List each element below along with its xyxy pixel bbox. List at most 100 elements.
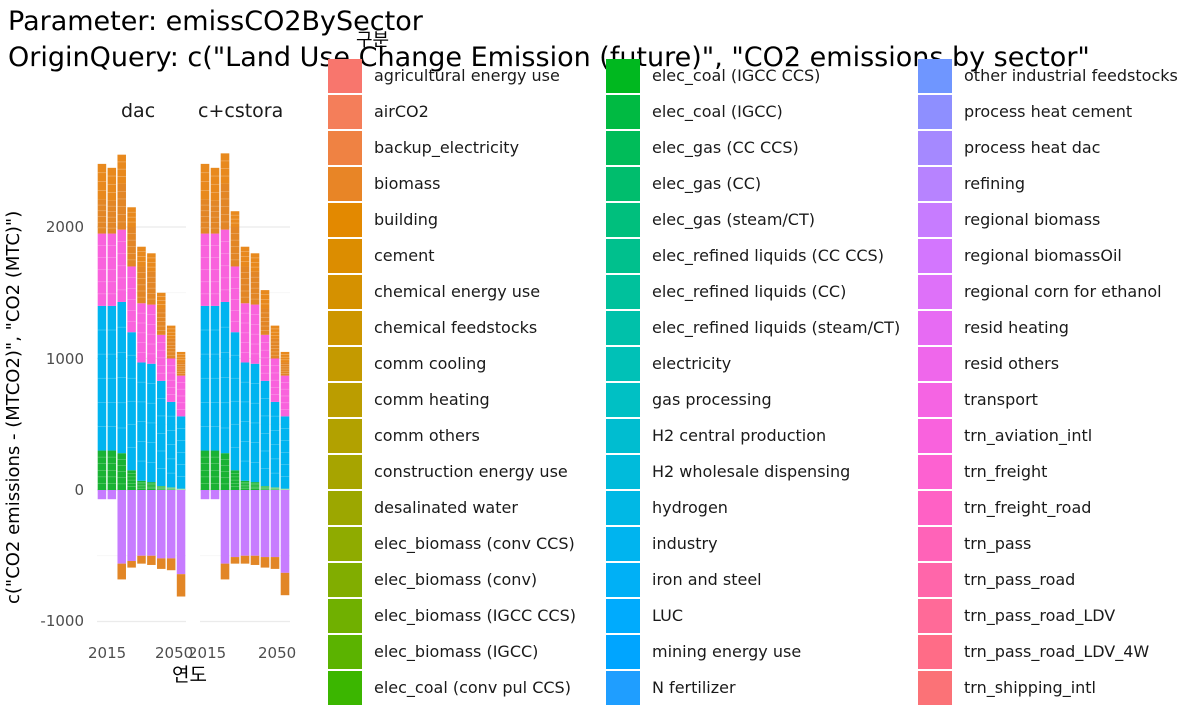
bar-segment-industry [127,332,136,471]
legend-label: trn_pass [964,534,1032,553]
legend-swatch [606,383,640,417]
legend-label: H2 wholesale dispensing [652,462,851,481]
bar-segment-neg-regional-biomass [166,490,176,559]
bar-segment-neg-biomass [147,555,156,565]
bar-segment-transport [210,233,220,306]
legend-label: desalinated water [374,498,518,517]
legend-label: agricultural energy use [374,66,560,85]
legend-swatch [918,59,952,93]
legend-label: elec_refined liquids (CC CCS) [652,246,884,265]
bar-segment-transport [260,334,270,381]
bar-segment-other-positive [147,253,156,272]
legend-swatch [918,563,952,597]
bar-segment-neg-regional-biomass [240,490,250,556]
bar-segment-industry [200,305,210,451]
bar-segment-neg-regional-biomass [137,490,146,556]
legend-title: 구분 [356,30,390,51]
legend-swatch [918,383,952,417]
bar-segment-other-positive [117,154,126,184]
bar-segment-transport [147,304,156,364]
bar-segment-other-positive [97,163,107,200]
plot-area [97,153,290,623]
legend-label: electricity [652,354,732,373]
bar-segment-other-positive [157,292,166,309]
bar-segment-biomass [147,271,156,305]
legend-label: process heat cement [964,102,1133,121]
legend-swatch [918,95,952,129]
bar-segment-transport [200,233,210,306]
bar-segment-elec_coal [220,453,230,490]
bar-segment-transport [137,303,146,363]
legend-swatch [918,347,952,381]
legend-label: regional corn for ethanol [964,282,1162,301]
bar-segment-transport [176,375,186,417]
bar-segment-neg-regional-biomass [176,490,186,575]
y-tick-label: 2000 [45,218,84,236]
legend-label: trn_freight [964,462,1048,481]
bar-segment-elec_coal [240,480,250,490]
bar-segment-industry [97,305,107,451]
bar-segment-neg-regional-biomass [97,490,107,500]
legend-swatch [606,203,640,237]
legend-label: elec_biomass (IGCC CCS) [374,606,576,625]
legend-swatch [328,563,362,597]
bar-segment-transport [97,233,107,306]
bar-segment-other-positive [176,351,186,363]
legend-label: elec_biomass (conv CCS) [374,534,575,553]
bar-segment-elec_coal [260,486,270,490]
bar-segment-neg-regional-biomass [200,490,210,500]
x-tick-label: 2050 [155,644,194,662]
bar-segment-transport [240,303,250,363]
bar-segment-industry [176,416,186,489]
bar-segment-neg-regional-biomass [220,490,230,564]
bar-segment-neg-biomass [230,557,240,564]
bar-segment-elec_coal [107,450,117,490]
bar-segment-neg-biomass [137,555,146,564]
bar-segment-neg-regional-biomass [250,490,260,556]
bar-segment-other-positive [200,163,210,200]
bar-segment-neg-regional-biomass [117,490,126,564]
bar-segment-industry [137,362,146,481]
bar-segment-neg-biomass [220,563,230,580]
bar-segment-biomass [280,362,290,376]
bar-segment-elec_coal [147,482,156,490]
legend-label: cement [374,246,435,265]
legend-swatch [606,311,640,345]
legend-swatch [918,491,952,525]
bar-segment-industry [117,301,126,454]
y-tick-label: 1000 [45,350,84,368]
bar-segment-neg-biomass [270,557,280,569]
legend-label: airCO2 [374,102,429,121]
bar-segment-biomass [220,183,230,230]
bar-segment-neg-regional-biomass [280,490,290,573]
bar-segment-other-positive [127,207,136,227]
legend-label: construction energy use [374,462,568,481]
legend-label: elec_refined liquids (CC) [652,282,847,301]
bar-segment-other-positive [230,211,240,227]
bar-segment-transport [157,334,166,381]
legend-swatch [918,203,952,237]
legend-swatch [328,311,362,345]
facet-label-dac: dac [121,100,156,122]
bar-segment-neg-regional-biomass [230,490,240,558]
bar-segment-biomass [117,183,126,230]
legend-label: refining [964,174,1026,193]
bar-segment-other-positive [240,246,250,267]
legend-label: elec_refined liquids (steam/CT) [652,318,901,337]
bar-segment-neg-regional-biomass [270,490,280,558]
legend-label: process heat dac [964,138,1101,157]
bar-segment-biomass [166,338,176,359]
legend-swatch [328,383,362,417]
legend-swatch [918,455,952,489]
legend-label: chemical feedstocks [374,318,538,337]
bar-segment-neg-regional-biomass [157,490,166,559]
bar-segment-elec_coal [127,470,136,490]
x-axis-label: 연도 [172,664,207,686]
legend-swatch [606,95,640,129]
bar-segment-neg-biomass [250,555,260,565]
legend-label: elec_biomass (IGCC) [374,642,539,661]
legend-swatch [918,635,952,669]
bar-segment-biomass [157,308,166,335]
legend-label: iron and steel [652,570,762,589]
bar-segment-biomass [260,308,270,335]
